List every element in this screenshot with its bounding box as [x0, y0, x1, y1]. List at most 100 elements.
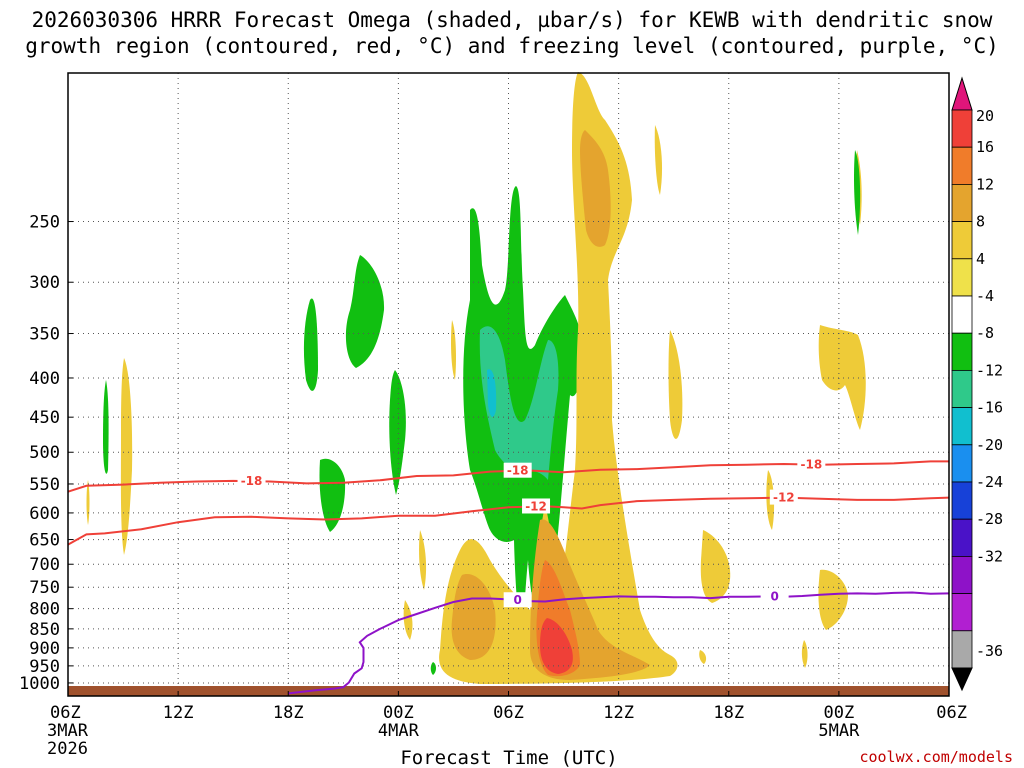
descent-blob-7	[403, 600, 413, 640]
colorbar-level-label: -20	[976, 436, 1003, 454]
ascent-blob-4	[389, 370, 406, 495]
colorbar: 20 16 12 8 4 -4 -8 -12 -16 -20 -24 -28 -32 -36	[951, 76, 1003, 692]
contour-label-bg	[503, 592, 532, 608]
colorbar-box	[951, 221, 973, 260]
colorbar-box	[951, 295, 973, 334]
colorbar-box	[951, 593, 973, 632]
colorbar-level-label: 8	[976, 213, 985, 231]
descent-blob-2	[86, 480, 90, 525]
y-tick-label: 950	[29, 657, 60, 677]
contour-label: 0	[770, 590, 778, 604]
contour-label-bg	[769, 489, 798, 505]
x-tick-label: 06Z	[936, 703, 967, 723]
x-tick-date: 4MAR	[378, 721, 420, 741]
contour-label-bg	[760, 588, 789, 604]
plot-area: -18 -18 -18 -12 -12 0 0	[67, 72, 950, 697]
colorbar-box	[951, 518, 973, 557]
descent-blob-12	[801, 640, 808, 668]
descent-tower-orange	[580, 130, 611, 247]
colorbar-box	[951, 258, 973, 297]
colorbar-level-label: 20	[976, 107, 994, 125]
colorbar-box	[951, 444, 973, 483]
descent-blob-4	[818, 325, 866, 430]
ascent-core-teal	[479, 326, 559, 480]
x-axis-title: Forecast Time (UTC)	[400, 747, 617, 768]
descent-blob-9	[668, 330, 683, 439]
colorbar-level-label: 12	[976, 175, 994, 193]
y-tick-label: 900	[29, 639, 60, 659]
descent-lower-red	[540, 618, 573, 674]
y-tick-label: 750	[29, 578, 60, 598]
colorbar-box	[951, 183, 973, 222]
contour-label: -12	[525, 499, 547, 513]
colorbar-level-label: -16	[976, 399, 1003, 417]
descent-blob-5	[700, 530, 731, 603]
y-tick-label: 550	[29, 475, 60, 495]
x-tick-label: 00Z	[383, 703, 414, 723]
ascent-blob-1	[303, 298, 318, 391]
descent-blob-6	[818, 569, 848, 630]
colorbar-level-label: -4	[976, 287, 994, 305]
colorbar-level-label: -24	[976, 473, 1003, 491]
x-tick-label: 12Z	[163, 703, 194, 723]
descent-blob-11	[699, 650, 707, 664]
y-tick-label: 350	[29, 325, 60, 345]
colorbar-box	[951, 481, 973, 520]
contour-label-bg	[237, 473, 266, 489]
x-tick-date: 3MAR	[47, 721, 89, 741]
contour-label: -12	[773, 491, 795, 505]
x-tick-date: 5MAR	[818, 721, 860, 741]
contour-label: -18	[507, 464, 529, 478]
contour-label-bg	[522, 498, 551, 514]
ascent-core-green	[463, 186, 585, 640]
colorbar-top-triangle	[951, 76, 973, 111]
ascent-blob-3	[319, 458, 346, 532]
descent-blob-1	[120, 358, 133, 555]
y-tick-label: 850	[29, 620, 60, 640]
y-tick-label: 250	[29, 213, 60, 233]
contour-label: -18	[241, 474, 263, 488]
colorbar-box	[951, 407, 973, 446]
ascent-blob-7	[430, 662, 436, 675]
y-tick-label: 650	[29, 531, 60, 551]
colorbar-box	[951, 369, 973, 408]
colorbar-level-label: -12	[976, 361, 1003, 379]
x-tick-label: 06Z	[50, 703, 81, 723]
colorbar-level-label: 16	[976, 138, 994, 156]
colorbar-box	[951, 109, 973, 148]
colorbar-bottom-triangle	[951, 667, 973, 692]
gridlines	[67, 73, 950, 696]
descent-blob-10	[451, 320, 456, 380]
omega-shading	[86, 72, 866, 684]
y-tick-label: 700	[29, 555, 60, 575]
contour-line-2	[288, 591, 950, 695]
colorbar-level-label: -8	[976, 324, 994, 342]
descent-lower-orange	[451, 574, 496, 660]
colorbar-box	[951, 556, 973, 595]
chart-title-line-2: growth region (contoured, red, °C) and f…	[25, 34, 999, 58]
x-tick-label: 06Z	[493, 703, 524, 723]
x-tick-label: 12Z	[603, 703, 634, 723]
y-axis: 2503003504004505005506006507007508008509…	[19, 213, 73, 694]
y-tick-label: 800	[29, 600, 60, 620]
colorbar-level-label: 4	[976, 250, 985, 268]
colorbar-level-label: -36	[976, 642, 1003, 660]
contours: -18 -18 -18 -12 -12 0 0	[67, 456, 950, 695]
y-tick-label: 1000	[19, 674, 60, 694]
x-tick-label: 00Z	[824, 703, 855, 723]
y-tick-label: 450	[29, 408, 60, 428]
y-tick-label: 600	[29, 504, 60, 524]
colorbar-level-label: -28	[976, 510, 1003, 528]
y-tick-label: 300	[29, 273, 60, 293]
x-tick-year: 2026	[47, 739, 88, 759]
ascent-core-cyan	[487, 369, 497, 417]
ascent-blob-8	[854, 150, 861, 235]
contour-label: -18	[801, 457, 823, 471]
descent-tower-yellow	[439, 72, 678, 684]
colorbar-level-label: -32	[976, 547, 1003, 565]
colorbar-box	[951, 332, 973, 371]
x-tick-label: 18Z	[273, 703, 304, 723]
x-tick-label: 18Z	[713, 703, 744, 723]
